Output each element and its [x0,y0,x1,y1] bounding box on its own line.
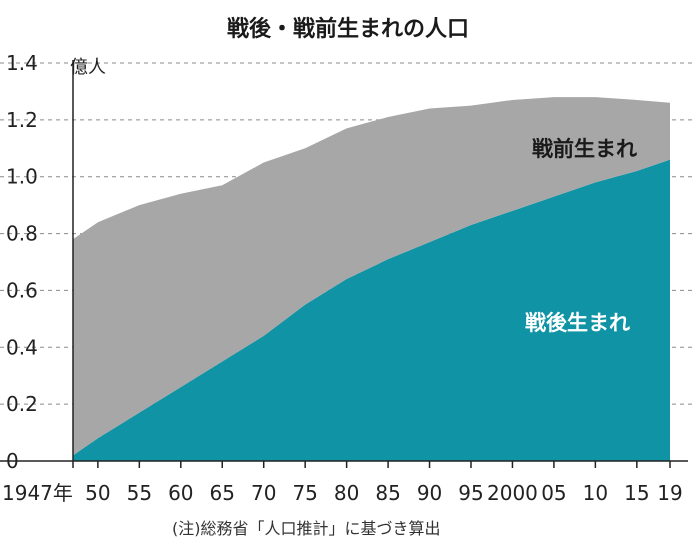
x-tick-label-8: 85 [375,481,400,505]
tick-labels: 1947年 50 55 60 65 70 75 80 85 90 95 2000 05 10 15 19 0 0.… [2,51,683,505]
plot-areas [73,97,670,461]
x-tick-label-11: 2000 [487,481,538,505]
y-tick-label-1: 0.2 [6,392,38,416]
x-tick-label-13: 10 [583,481,608,505]
chart-title: 戦後・戦前生まれの人口 [227,16,469,42]
y-tick-label-6: 1.2 [6,108,38,132]
x-tick-label-15: 19 [657,481,682,505]
y-tick-label-4: 0.8 [6,222,38,246]
y-tick-label-3: 0.6 [6,278,38,302]
series-label-postwar: 戦後生まれ [525,311,630,335]
x-tick-label-0: 1947年 [2,481,73,505]
y-tick-label-7: 1.4 [6,51,38,75]
x-tick-label-2: 55 [127,481,152,505]
source-note: (注)総務省「人口推計」に基づき算出 [172,519,441,538]
x-tick-label-9: 90 [417,481,442,505]
y-tick-label-2: 0.4 [6,335,38,359]
y-unit-label: 億人 [70,57,106,78]
area-series-0 [73,159,670,461]
y-tick-label-0: 0 [6,449,19,473]
x-tick-label-6: 75 [292,481,317,505]
y-tick-label-5: 1.0 [6,165,38,189]
area-series-1 [73,97,670,456]
x-tick-label-4: 65 [210,481,235,505]
series-label-prewar: 戦前生まれ [532,137,637,161]
x-tick-label-7: 80 [334,481,359,505]
x-tick-label-3: 60 [168,481,193,505]
x-tick-label-1: 50 [85,481,110,505]
x-tick-label-12: 05 [541,481,566,505]
x-tick-label-14: 15 [624,481,649,505]
axes [0,60,688,468]
x-tick-label-5: 70 [251,481,276,505]
x-tick-label-10: 95 [458,481,483,505]
